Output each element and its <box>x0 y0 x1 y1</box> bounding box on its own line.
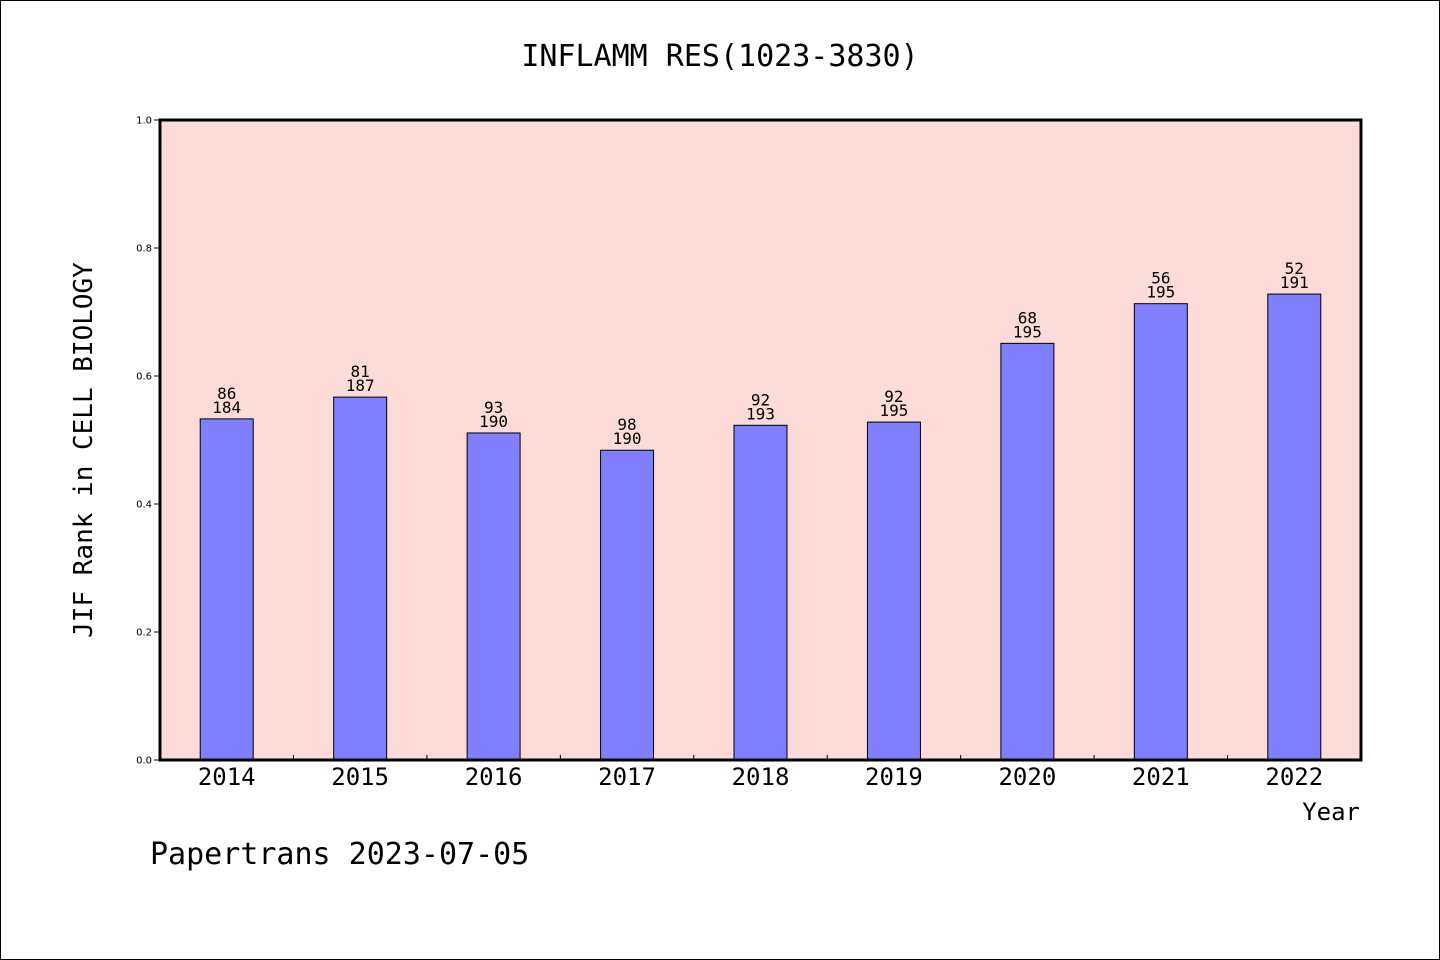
rank-label-2019: 92 <box>884 387 903 406</box>
rank-label-2021: 56 <box>1151 269 1170 288</box>
rank-label-2014: 86 <box>217 384 236 403</box>
total-label-2020: 195 <box>1013 322 1042 341</box>
rank-label-2018: 92 <box>751 390 770 409</box>
rank-label-2015: 81 <box>351 362 370 381</box>
footer-text: Papertrans 2023-07-05 <box>150 837 529 872</box>
total-label-2019: 195 <box>879 401 908 420</box>
x-tick-label-2017: 2017 <box>598 763 656 791</box>
y-tick-label: 0.4 <box>136 500 152 511</box>
bar-2021 <box>1133 303 1188 761</box>
rank-label-2022: 52 <box>1285 259 1304 278</box>
x-tick-label-2019: 2019 <box>865 763 923 791</box>
y-tick-label: 0.6 <box>136 372 152 383</box>
bar-2020 <box>1000 342 1055 761</box>
x-tick-label-2014: 2014 <box>198 763 256 791</box>
y-tick-label: 0.0 <box>136 756 152 767</box>
rank-label-2016: 93 <box>484 398 503 417</box>
total-label-2021: 195 <box>1146 283 1175 302</box>
bar-2014 <box>199 418 254 761</box>
y-axis: 0.0 0.2 0.4 0.6 0.8 1.0 <box>136 116 160 767</box>
total-label-2018: 193 <box>746 404 775 423</box>
x-axis: 2014 2015 2016 2017 2018 2019 2020 2021 2022 <box>198 755 1323 791</box>
bar-2019 <box>866 421 921 761</box>
bars-group <box>199 293 1322 761</box>
plot-border <box>158 118 1363 762</box>
rank-label-2020: 68 <box>1018 308 1037 327</box>
total-label-2022: 191 <box>1280 273 1309 292</box>
bar-2015 <box>333 396 388 761</box>
rank-label-2017: 98 <box>617 415 636 434</box>
y-tick-label: 0.2 <box>136 628 152 639</box>
total-label-2014: 184 <box>212 398 241 417</box>
x-tick-label-2016: 2016 <box>465 763 523 791</box>
bar-2022 <box>1267 293 1322 761</box>
total-label-2015: 187 <box>346 376 375 395</box>
y-axis-label: JIF Rank in CELL BIOLOGY <box>69 262 99 638</box>
x-axis-label: Year <box>1302 798 1360 826</box>
bar-2018 <box>733 424 788 761</box>
x-tick-label-2020: 2020 <box>998 763 1056 791</box>
chart-title: INFLAMM RES(1023-3830) <box>521 39 918 74</box>
x-tick-label-2022: 2022 <box>1265 763 1323 791</box>
bar-2017 <box>600 449 655 761</box>
y-tick-label: 1.0 <box>136 116 152 127</box>
x-tick-label-2018: 2018 <box>732 763 790 791</box>
x-tick-label-2015: 2015 <box>331 763 389 791</box>
x-tick-label-2021: 2021 <box>1132 763 1190 791</box>
total-label-2017: 190 <box>613 429 642 448</box>
bar-2016 <box>466 432 521 761</box>
total-label-2016: 190 <box>479 412 508 431</box>
y-tick-label: 0.8 <box>136 244 152 255</box>
